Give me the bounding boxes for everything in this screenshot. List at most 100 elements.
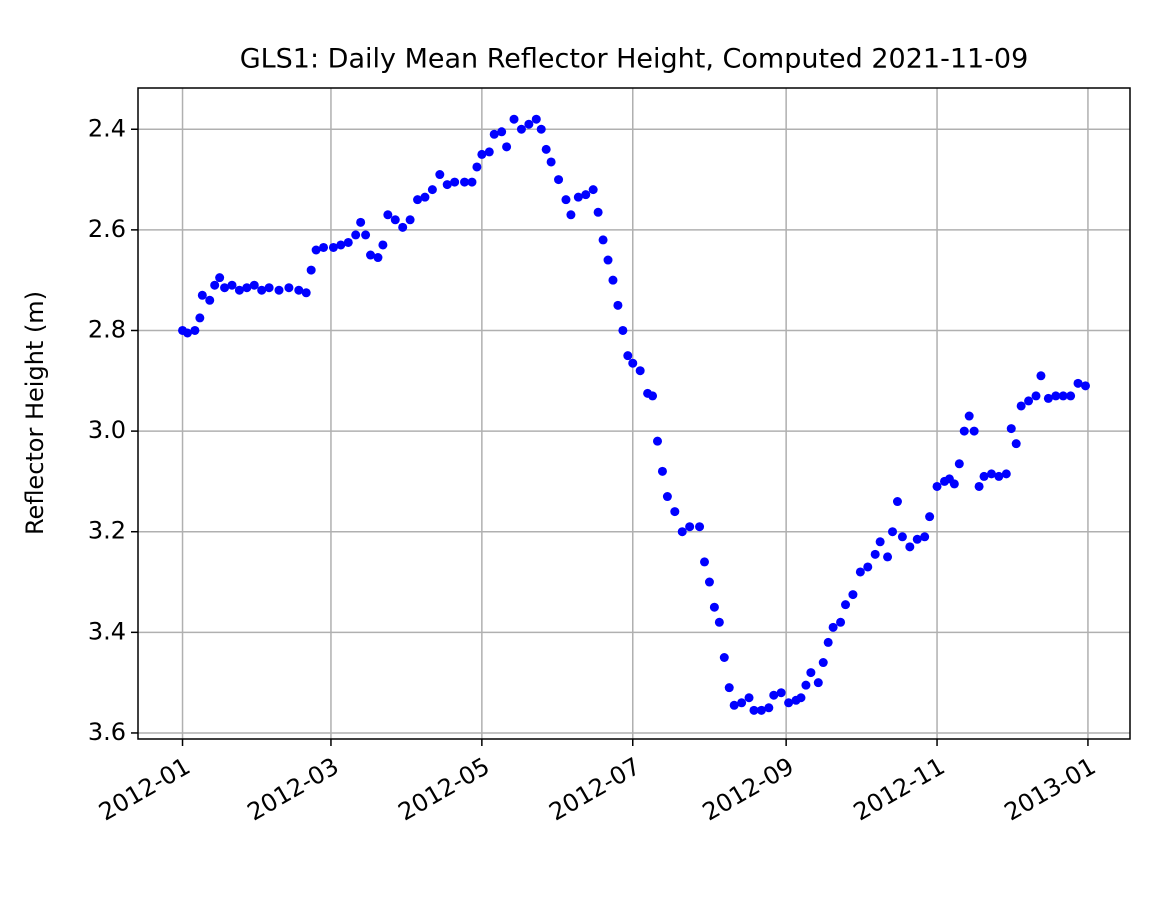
data-point	[969, 426, 979, 436]
data-point	[964, 411, 974, 421]
data-point	[435, 170, 445, 180]
data-point	[848, 590, 858, 600]
data-point	[1043, 393, 1053, 403]
data-point	[190, 325, 200, 335]
data-point	[986, 469, 996, 479]
data-point	[836, 617, 846, 627]
data-point	[1001, 469, 1011, 479]
data-point	[598, 235, 608, 245]
data-point	[863, 562, 873, 572]
data-point	[536, 124, 546, 134]
data-point	[709, 602, 719, 612]
data-point	[210, 280, 220, 290]
data-point	[489, 129, 499, 139]
data-point	[974, 481, 984, 491]
data-point	[994, 471, 1004, 481]
x-tick-label: 2012-09	[698, 752, 799, 826]
data-point	[796, 693, 806, 703]
x-tick-label: 2012-01	[94, 752, 195, 826]
data-point	[653, 436, 663, 446]
data-point	[855, 567, 865, 577]
data-point	[390, 215, 400, 225]
x-tick-label: 2013-01	[1000, 752, 1101, 826]
data-point	[670, 507, 680, 517]
data-point	[700, 557, 710, 567]
data-point	[729, 700, 739, 710]
data-point	[905, 542, 915, 552]
data-point	[806, 668, 816, 678]
data-point	[343, 237, 353, 247]
data-point	[274, 285, 284, 295]
data-point	[366, 250, 376, 260]
data-point	[588, 185, 598, 195]
data-point	[959, 426, 969, 436]
data-point	[541, 144, 551, 154]
data-point	[623, 351, 633, 361]
data-point	[648, 391, 658, 401]
data-point	[769, 690, 779, 700]
data-point	[182, 328, 192, 338]
data-point	[1058, 391, 1068, 401]
data-point	[1080, 381, 1090, 391]
data-point	[888, 527, 898, 537]
data-point	[870, 549, 880, 559]
data-point	[608, 275, 618, 285]
data-point	[561, 195, 571, 205]
data-point	[813, 678, 823, 688]
data-point	[195, 313, 205, 323]
data-point	[227, 280, 237, 290]
plot-frame	[137, 87, 1131, 740]
data-point	[1051, 391, 1061, 401]
data-point	[764, 703, 774, 713]
y-tick-label: 2.6	[88, 215, 126, 243]
data-point	[628, 358, 638, 368]
data-point	[516, 124, 526, 134]
y-tick-label: 3.4	[88, 617, 126, 645]
data-point	[306, 265, 316, 275]
data-point	[502, 142, 512, 152]
data-point	[635, 366, 645, 376]
data-point	[581, 190, 591, 200]
data-point	[1031, 391, 1041, 401]
data-point	[356, 217, 366, 227]
data-point	[398, 222, 408, 232]
data-point	[524, 119, 534, 129]
data-point	[1011, 439, 1021, 449]
data-point	[328, 242, 338, 252]
data-point	[818, 658, 828, 668]
data-point	[920, 532, 930, 542]
data-point	[657, 466, 667, 476]
data-point	[484, 147, 494, 157]
data-point	[477, 149, 487, 159]
data-point	[897, 532, 907, 542]
x-tick-label: 2012-11	[849, 752, 950, 826]
data-point	[714, 617, 724, 627]
data-point	[744, 693, 754, 703]
data-point	[427, 185, 437, 195]
data-point	[554, 175, 564, 185]
data-point	[383, 210, 393, 220]
data-point	[618, 325, 628, 335]
data-point	[784, 698, 794, 708]
data-point	[593, 207, 603, 217]
data-point	[1066, 391, 1076, 401]
data-point	[841, 600, 851, 610]
data-point	[531, 114, 541, 124]
data-point	[801, 680, 811, 690]
data-point	[220, 283, 230, 293]
data-point	[912, 534, 922, 544]
data-point	[1073, 378, 1083, 388]
data-point	[875, 537, 885, 547]
data-point	[1016, 401, 1026, 411]
data-point	[257, 285, 267, 295]
data-point	[719, 652, 729, 662]
data-point	[776, 688, 786, 698]
data-point	[373, 253, 383, 263]
data-point	[319, 242, 329, 252]
data-point	[685, 522, 695, 532]
data-point	[264, 283, 274, 293]
y-tick-label: 3.6	[88, 718, 126, 746]
data-point	[1036, 371, 1046, 381]
data-point	[450, 177, 460, 187]
